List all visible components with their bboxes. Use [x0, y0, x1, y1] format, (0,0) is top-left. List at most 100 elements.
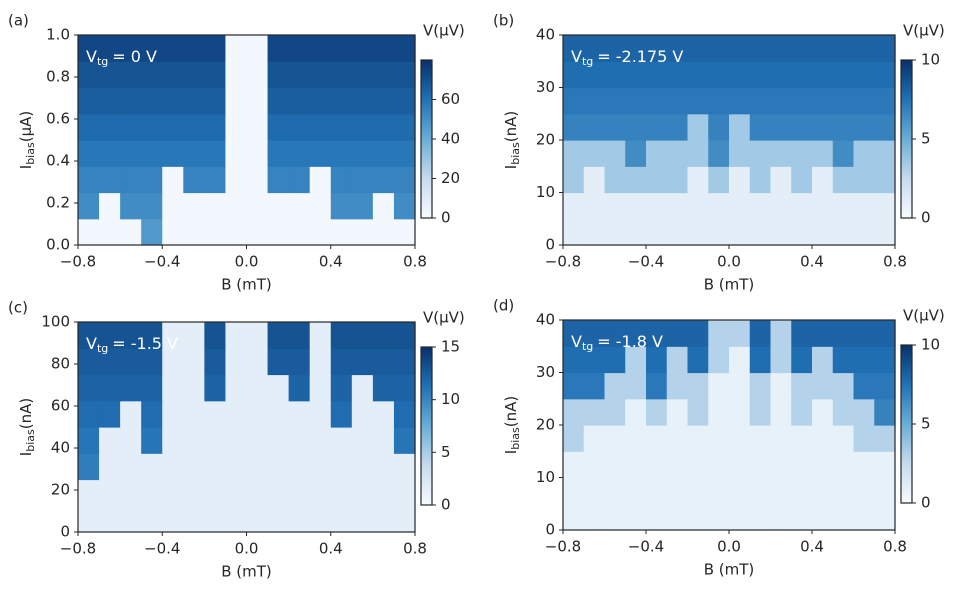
y-tick-label: 40 — [536, 311, 555, 329]
heatmap-cell — [666, 477, 689, 505]
heatmap-cell — [687, 192, 709, 220]
panel-label: (d) — [493, 297, 514, 315]
heatmap-cell — [246, 505, 269, 533]
heatmap-cell — [791, 425, 813, 452]
heatmap-cell — [351, 427, 374, 454]
heatmap-cell — [288, 61, 311, 89]
heatmap-cell — [309, 113, 332, 141]
heatmap-cell — [120, 400, 142, 428]
heatmap-cell — [78, 166, 100, 194]
heatmap-cell — [78, 322, 100, 349]
heatmap-cell — [162, 400, 184, 428]
heatmap-cell — [666, 320, 689, 347]
heatmap-cell — [225, 35, 248, 62]
heatmap-cell — [141, 479, 163, 507]
y-tick-label: 20 — [536, 416, 555, 434]
heatmap-cell — [120, 348, 142, 376]
heatmap-cell — [330, 322, 353, 349]
heatmap-cell — [874, 451, 896, 479]
heatmap-cell — [225, 400, 248, 428]
y-axis-label: Ibias(nA) — [502, 396, 523, 454]
heatmap-cell — [288, 113, 311, 141]
x-axis-label: B (mT) — [704, 276, 755, 294]
heatmap-cell — [99, 166, 121, 194]
heatmap-cell — [812, 113, 834, 141]
heatmap-cell — [770, 346, 792, 374]
heatmap-cell — [78, 113, 100, 141]
heatmap-cell — [141, 400, 163, 428]
heatmap-cell — [729, 113, 751, 141]
heatmap-cell — [99, 87, 121, 115]
heatmap-cell — [812, 346, 834, 374]
heatmap-cell — [708, 477, 730, 505]
heatmap-cell — [393, 87, 416, 115]
heatmap-cell — [267, 427, 290, 454]
y-label-sub: bias — [24, 429, 37, 452]
heatmap-cell — [267, 140, 290, 167]
heatmap-cell — [246, 479, 269, 507]
heatmap-cell — [853, 35, 875, 62]
heatmap-cell — [288, 140, 311, 167]
heatmap-cell — [832, 87, 855, 115]
heatmap-cell — [78, 35, 100, 62]
heatmap-cell — [729, 87, 751, 115]
colorbar — [900, 344, 913, 504]
heatmap-cell — [162, 140, 184, 167]
heatmap-cell — [288, 35, 311, 62]
heatmap-cell — [729, 346, 751, 374]
heatmap-cell — [246, 61, 269, 89]
y-tick-label: 0.2 — [46, 194, 70, 212]
heatmap-cell — [393, 218, 416, 246]
heatmap-cell — [563, 346, 585, 374]
heatmap-cell — [812, 451, 834, 479]
heatmap-cell — [604, 503, 626, 531]
heatmap-cell — [729, 166, 751, 194]
heatmap-cell — [749, 140, 772, 167]
y-tick-label: 80 — [51, 355, 70, 373]
y-label-main: I — [17, 165, 35, 169]
heatmap-cell — [246, 192, 269, 220]
heatmap-cell — [309, 453, 332, 481]
heatmap-cell — [583, 113, 606, 141]
y-tick-label: 0.4 — [46, 152, 70, 170]
heatmap-cell — [393, 35, 416, 62]
heatmap-cell — [141, 166, 163, 194]
heatmap-cell — [853, 372, 875, 400]
heatmap-cell — [625, 140, 647, 167]
heatmap-cell — [583, 320, 606, 347]
heatmap-cell — [372, 374, 395, 402]
heatmap-cell — [393, 61, 416, 89]
heatmap-cell — [832, 61, 855, 89]
heatmap-cell — [646, 372, 668, 400]
heatmap-cell — [832, 192, 855, 220]
heatmap-cell — [812, 87, 834, 115]
heatmap-cell — [141, 505, 163, 533]
heatmap-cell — [874, 218, 896, 246]
heatmap-cell — [646, 61, 668, 89]
heatmap-cell — [183, 192, 205, 220]
heatmap-cell — [204, 35, 227, 62]
heatmap-cell — [770, 35, 792, 62]
heatmap-cell — [372, 453, 395, 481]
heatmap-cell — [120, 87, 142, 115]
heatmap-cell — [687, 320, 709, 347]
heatmap-cell — [162, 374, 184, 402]
heatmap-cell — [351, 166, 374, 194]
heatmap-cell — [749, 192, 772, 220]
heatmap-cell — [351, 400, 374, 428]
heatmap-cell — [204, 322, 227, 349]
x-tick-label: 0.0 — [235, 540, 259, 558]
y-axis-label: Ibias(μA) — [17, 111, 38, 169]
heatmap-cell — [625, 320, 647, 347]
heatmap-cell — [183, 453, 205, 481]
heatmap-cell — [183, 322, 205, 349]
heatmap-cell — [183, 113, 205, 141]
heatmap-cell — [372, 87, 395, 115]
y-axis-label: Ibias(nA) — [17, 398, 38, 456]
heatmap-cell — [687, 398, 709, 426]
heatmap-cell — [120, 192, 142, 220]
y-tick-label: 0.8 — [46, 68, 70, 86]
heatmap-cell — [120, 140, 142, 167]
heatmap-cell — [183, 218, 205, 246]
